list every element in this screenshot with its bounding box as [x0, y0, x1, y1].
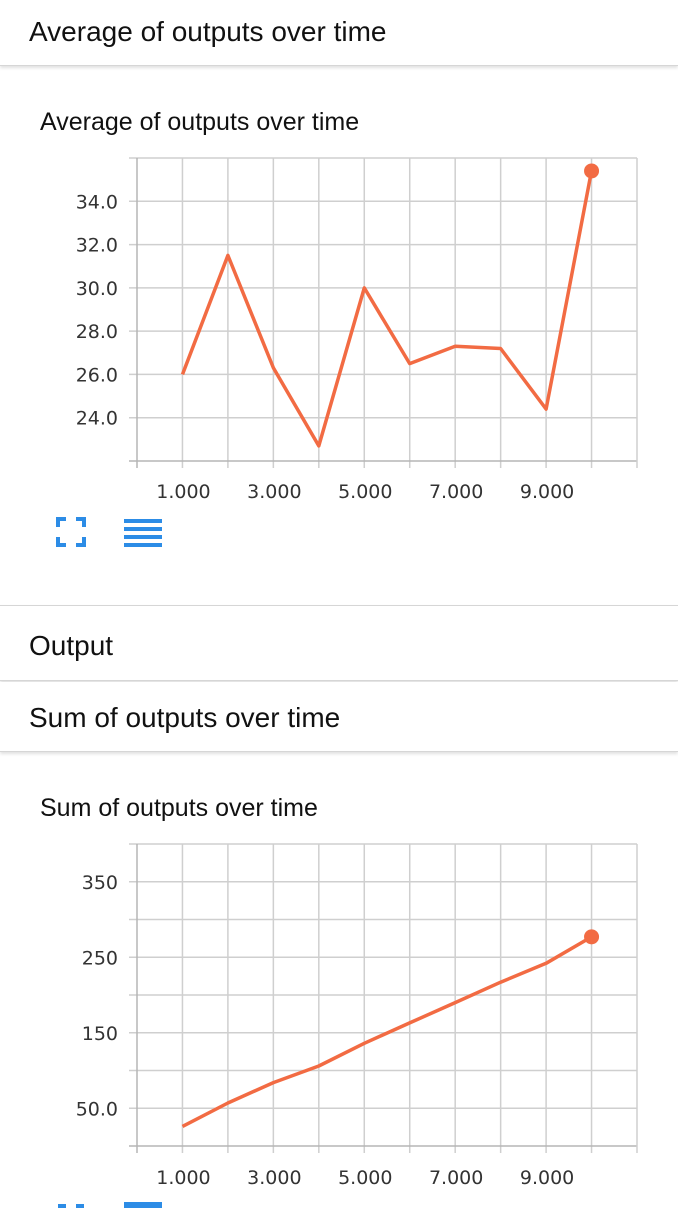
- section-title: Output: [29, 630, 114, 661]
- y-tick-label: 30.0: [76, 278, 118, 300]
- x-tick-label: 3.000: [247, 1167, 301, 1189]
- y-tick-label: 34.0: [76, 191, 118, 213]
- x-tick-label: 7.000: [429, 481, 483, 500]
- x-tick-label: 5.000: [338, 481, 392, 500]
- y-tick-label: 26.0: [76, 364, 118, 386]
- section-header-sum[interactable]: Sum of outputs over time: [0, 682, 678, 752]
- section-header-output[interactable]: Output: [0, 605, 678, 681]
- x-tick-label: 7.000: [429, 1167, 483, 1189]
- chart-toolbar-sum: [56, 1202, 166, 1208]
- sum-line-chart: 50.0 150 250 350 1.000 3.000 5.000 7.000 9.000: [76, 843, 638, 1189]
- x-tick-label: 1.000: [156, 1167, 210, 1189]
- y-tick-label: 350: [82, 872, 118, 894]
- section-title: Sum of outputs over time: [29, 702, 341, 733]
- series-line: [180, 170, 594, 448]
- fullscreen-icon[interactable]: [56, 517, 86, 547]
- y-tick-label: 50.0: [76, 1098, 118, 1120]
- menu-icon[interactable]: [124, 517, 162, 549]
- last-point-marker: [584, 163, 600, 179]
- last-point-marker: [584, 929, 600, 945]
- x-tick-label: 1.000: [156, 481, 210, 500]
- fullscreen-icon[interactable]: [56, 1202, 86, 1208]
- series-line: [181, 935, 593, 1128]
- x-tick-label: 9.000: [520, 481, 574, 500]
- menu-icon[interactable]: [124, 1202, 162, 1208]
- x-tick-label: 9.000: [520, 1167, 574, 1189]
- chart-title-sum: Sum of outputs over time: [40, 794, 318, 822]
- average-line-chart: 24.0 26.0 28.0 30.0 32.0 34.0 1.000 3.000 5.000 7…: [76, 157, 638, 500]
- y-tick-label: 150: [82, 1023, 118, 1045]
- y-tick-label: 28.0: [76, 321, 118, 343]
- y-tick-label: 24.0: [76, 408, 118, 430]
- x-tick-label: 5.000: [338, 1167, 392, 1189]
- section-header-average[interactable]: Average of outputs over time: [0, 0, 678, 66]
- chart-title-average: Average of outputs over time: [40, 108, 360, 136]
- chart-toolbar-average: [56, 517, 166, 553]
- x-tick-label: 3.000: [247, 481, 301, 500]
- section-title: Average of outputs over time: [29, 16, 387, 47]
- y-tick-label: 32.0: [76, 235, 118, 257]
- y-tick-label: 250: [82, 947, 118, 969]
